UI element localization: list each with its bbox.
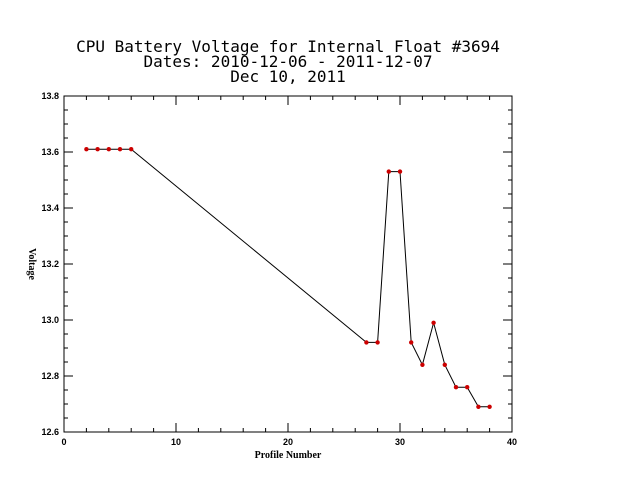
chart-title-line-3: Dec 10, 2011: [230, 67, 346, 86]
y-axis-label: Voltage: [26, 248, 37, 280]
y-tick-label: 13.2: [41, 259, 59, 269]
tick-labels: 0 10 20 30 40 12.6 12.8 13.0 13.2 13.4 13.6 13.8: [41, 91, 517, 447]
y-tick-label: 13.4: [41, 203, 59, 213]
y-tick-label: 12.8: [41, 371, 59, 381]
data-point: [409, 340, 414, 345]
data-point: [129, 147, 134, 152]
x-tick-label: 20: [283, 437, 293, 447]
data-point: [386, 169, 391, 174]
data-point: [117, 147, 123, 152]
voltage-line: [86, 148, 490, 408]
data-point: [95, 147, 100, 152]
axis-ticks: [63, 95, 513, 433]
data-point: [487, 404, 492, 409]
data-point: [420, 362, 425, 367]
data-point: [476, 404, 481, 409]
chart-title-line-2: Dates: 2010-12-06 - 2011-12-07: [144, 52, 433, 71]
chart-title-line-1: CPU Battery Voltage for Internal Float #…: [76, 37, 500, 56]
data-point: [397, 169, 403, 174]
x-axis-label: Profile Number: [255, 450, 322, 461]
y-tick-label: 13.0: [41, 315, 59, 325]
y-tick-label: 13.8: [41, 91, 59, 101]
data-point: [465, 385, 470, 390]
x-tick-label: 10: [171, 437, 181, 447]
plot-frame: [63, 95, 513, 433]
y-tick-label: 13.6: [41, 147, 59, 157]
data-point: [364, 340, 369, 345]
y-tick-label: 12.6: [41, 427, 59, 437]
data-point: [375, 340, 380, 345]
data-point: [442, 362, 447, 367]
x-tick-label: 40: [507, 437, 517, 447]
data-point: [84, 147, 89, 152]
data-point: [431, 320, 436, 325]
data-point: [453, 385, 459, 390]
data-point: [106, 147, 112, 152]
series: [84, 147, 492, 409]
x-tick-label: 0: [61, 437, 66, 447]
x-tick-label: 30: [395, 437, 405, 447]
